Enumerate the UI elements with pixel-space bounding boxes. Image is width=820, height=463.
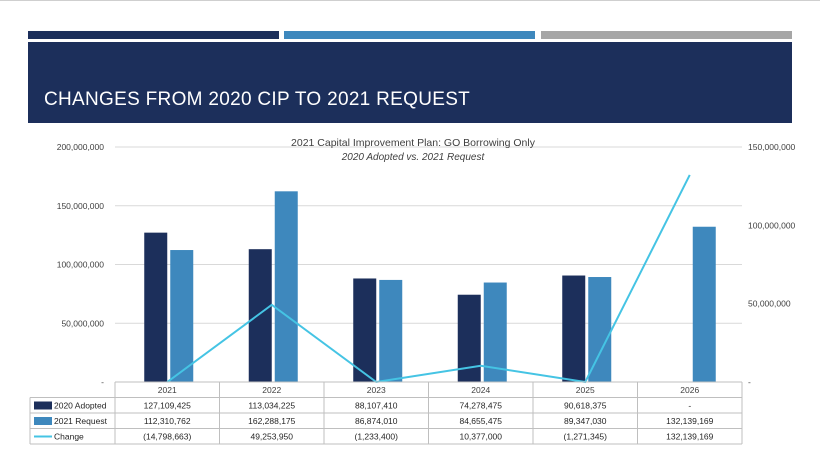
data-table-cell: 10,377,000 (459, 432, 502, 442)
change-line (166, 174, 691, 384)
title-band: CHANGES FROM 2020 CIP TO 2021 REQUEST (28, 42, 792, 123)
data-table-cell: 132,139,169 (666, 432, 714, 442)
accent-bar-gray (541, 31, 792, 39)
chart-subtitle: 2020 Adopted vs. 2021 Request (341, 152, 486, 163)
right-axis-tick-label: 150,000,000 (748, 142, 796, 152)
legend-label: Change (54, 432, 84, 442)
data-table-cell: - (688, 401, 691, 411)
right-axis-tick-label: 100,000,000 (748, 220, 796, 230)
category-label: 2022 (262, 385, 281, 395)
bar-2021-request (692, 226, 716, 382)
bar-2021-request (274, 191, 298, 382)
legend-key-2021-request (34, 417, 52, 425)
slide-title: CHANGES FROM 2020 CIP TO 2021 REQUEST (44, 89, 471, 110)
data-table-cell: 49,253,950 (250, 432, 293, 442)
right-axis-tick-label: - (748, 377, 751, 387)
bar-2021-request (379, 279, 403, 382)
accent-bar-blue (284, 31, 535, 39)
bar-2021-request (483, 282, 507, 382)
data-table-cell: 88,107,410 (355, 401, 398, 411)
chart-title: 2021 Capital Improvement Plan: GO Borrow… (291, 137, 536, 149)
bar-2021-request (588, 277, 612, 382)
right-axis-tick-label: 50,000,000 (748, 299, 791, 309)
left-axis-tick-label: 200,000,000 (57, 142, 105, 152)
left-axis-tick-label: 150,000,000 (57, 201, 105, 211)
category-label: 2023 (367, 385, 386, 395)
data-table-cell: 90,618,375 (564, 401, 607, 411)
data-table-cell: 84,655,475 (459, 416, 502, 426)
data-table-cell: (1,233,400) (355, 432, 399, 442)
bar-2021-request (170, 250, 194, 382)
category-label: 2024 (471, 385, 490, 395)
left-axis-tick-label: 100,000,000 (57, 260, 105, 270)
category-label: 2025 (576, 385, 595, 395)
legend-label: 2021 Request (54, 416, 108, 426)
bar-2020-adopted (562, 275, 586, 382)
legend-label: 2020 Adopted (54, 401, 107, 411)
accent-bar-navy (28, 31, 279, 39)
bar-2020-adopted (144, 232, 168, 382)
category-label: 2026 (680, 385, 699, 395)
legend-key-2020-adopted (34, 401, 52, 410)
bar-2020-adopted (457, 294, 481, 382)
data-table-cell: 86,874,010 (355, 416, 398, 426)
data-table-cell: (1,271,345) (564, 432, 608, 442)
data-table-cell: 162,288,175 (248, 416, 296, 426)
data-table-cell: 112,310,762 (144, 416, 191, 426)
data-table-cell: 132,139,169 (666, 416, 714, 426)
bar-2020-adopted (248, 249, 272, 382)
data-table-cell: (14,798,663) (143, 432, 191, 442)
category-label: 2021 (158, 385, 177, 395)
left-axis-tick-label: 50,000,000 (61, 318, 104, 328)
data-table-cell: 127,109,425 (144, 401, 192, 411)
left-axis-tick-label: - (101, 377, 104, 387)
bar-2020-adopted (353, 278, 377, 382)
data-table-cell: 113,034,225 (248, 401, 295, 411)
data-table-cell: 74,278,475 (459, 401, 502, 411)
data-table-cell: 89,347,030 (564, 416, 607, 426)
top-rule (0, 0, 820, 1)
